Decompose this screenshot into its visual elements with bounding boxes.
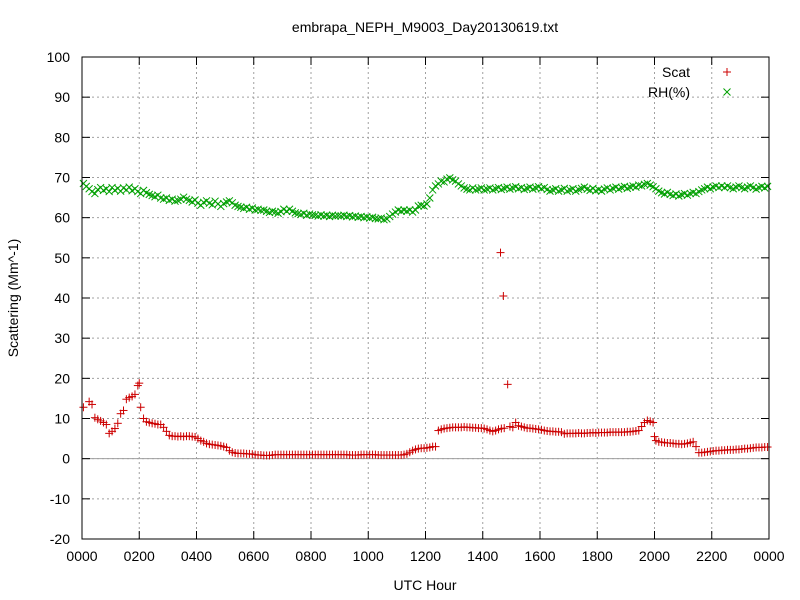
scat-point xyxy=(79,403,88,412)
scat-point xyxy=(763,443,772,452)
x-tick-label: 0000 xyxy=(753,548,784,564)
scat-point xyxy=(431,442,440,451)
y-tick-label: 60 xyxy=(54,210,70,226)
x-tick-label: 0600 xyxy=(238,548,269,564)
y-tick-label: 40 xyxy=(54,290,70,306)
scat-point xyxy=(88,400,97,409)
scat-point xyxy=(136,403,145,412)
x-tick-label: 0400 xyxy=(181,548,212,564)
x-tick-label: 0200 xyxy=(124,548,155,564)
scat-point xyxy=(499,291,508,300)
legend-marker-rh xyxy=(723,88,731,96)
rh-point xyxy=(763,182,772,191)
series-rh xyxy=(79,174,772,224)
scat-point xyxy=(637,422,646,431)
x-tick-label: 0000 xyxy=(66,548,97,564)
x-tick-label: 1000 xyxy=(353,548,384,564)
y-tick-label: 0 xyxy=(62,451,70,467)
rh-point xyxy=(91,189,99,198)
scat-point xyxy=(110,424,119,433)
y-tick-label: -10 xyxy=(50,491,70,507)
scat-point xyxy=(496,248,505,257)
rh-point xyxy=(291,208,300,217)
tick-labels: -20 -10 0 10 20 30 40 50 60 70 80 90 100 0000 0200 0400… xyxy=(47,49,785,564)
legend-marker-scat xyxy=(723,68,731,76)
x-tick-label: 1800 xyxy=(582,548,613,564)
scat-point xyxy=(113,419,122,428)
y-tick-label: 50 xyxy=(54,250,70,266)
plot-border xyxy=(81,56,770,540)
series-scat xyxy=(79,248,772,460)
scat-point xyxy=(162,427,171,436)
rh-point xyxy=(171,197,179,206)
rh-point xyxy=(125,183,134,191)
x-tick-label: 0800 xyxy=(295,548,326,564)
scat-point xyxy=(692,442,701,451)
scat-point xyxy=(508,423,517,432)
rh-point xyxy=(414,202,423,210)
legend-plus-icon xyxy=(723,68,731,76)
rh-point xyxy=(471,186,480,194)
rh-point xyxy=(268,207,277,216)
scat-point xyxy=(650,432,659,441)
y-tick-label: -20 xyxy=(50,531,70,547)
scat-point xyxy=(130,390,139,399)
scat-point xyxy=(159,423,168,432)
rh-point xyxy=(437,177,446,185)
legend-label-scat: Scat xyxy=(662,64,690,80)
scat-point xyxy=(500,424,509,433)
y-tick-label: 10 xyxy=(54,411,70,427)
x-tick-label: 1200 xyxy=(410,548,441,564)
rh-point xyxy=(331,212,340,220)
y-tick-label: 70 xyxy=(54,170,70,186)
y-tick-label: 20 xyxy=(54,370,70,386)
rh-point xyxy=(425,194,434,202)
x-axis-label: UTC Hour xyxy=(393,577,456,593)
rh-point xyxy=(480,186,489,194)
scat-point xyxy=(503,380,512,389)
scat-point xyxy=(102,420,111,429)
chart-title: embrapa_NEPH_M9003_Day20130619.txt xyxy=(292,19,558,35)
scat-point xyxy=(649,418,658,427)
scat-point xyxy=(689,437,698,446)
y-tick-label: 100 xyxy=(47,49,71,65)
legend-cross-icon xyxy=(723,88,731,96)
rh-point xyxy=(411,206,420,214)
scat-point xyxy=(634,426,643,435)
axis-ticks xyxy=(81,56,770,540)
scat-point xyxy=(135,379,144,388)
x-tick-label: 2200 xyxy=(696,548,727,564)
rh-point xyxy=(423,200,431,208)
legend: Scat RH(%) xyxy=(648,64,731,100)
y-axis-label: Scattering (Mm^-1) xyxy=(5,239,21,358)
y-tick-label: 80 xyxy=(54,129,70,145)
legend-label-rh: RH(%) xyxy=(648,84,690,100)
x-tick-label: 1600 xyxy=(524,548,555,564)
x-tick-label: 2000 xyxy=(639,548,670,564)
rh-point xyxy=(428,186,437,194)
rh-point xyxy=(234,202,242,211)
scat-point xyxy=(119,406,128,415)
x-tick-label: 1400 xyxy=(467,548,498,564)
y-tick-label: 30 xyxy=(54,330,70,346)
rh-point xyxy=(380,215,388,224)
y-tick-label: 90 xyxy=(54,89,70,105)
